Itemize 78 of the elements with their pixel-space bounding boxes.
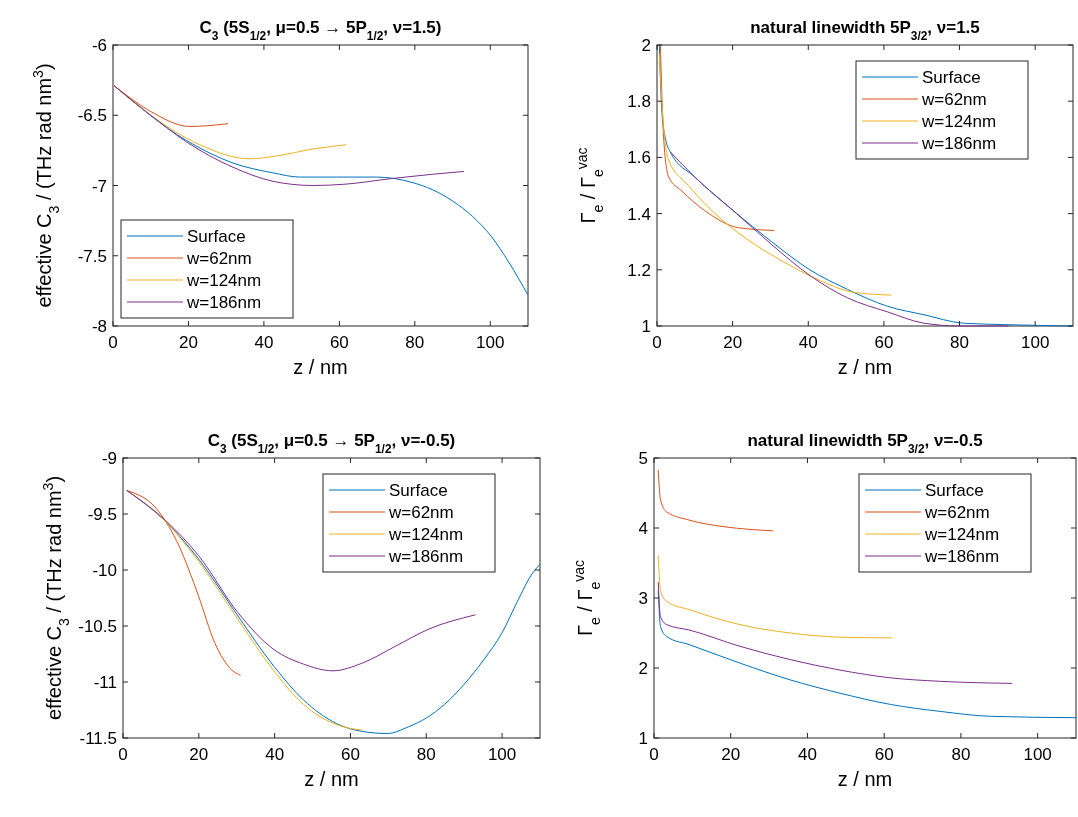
y-tick-label: -6 — [91, 36, 107, 55]
x-tick-label: 0 — [649, 745, 659, 764]
x-tick-label: 60 — [329, 333, 349, 352]
legend-label: w=62nm — [921, 90, 987, 109]
chart-title: C$_{3}$ (5S$_{1/2}$, μ=0.5 → 5P$_{1/2}$, ν=-0.5) — [207, 431, 456, 456]
chart-title: natural linewidth 5P$_{3/2}$, ν=1.5 — [750, 18, 980, 43]
y-tick-label: 3 — [638, 589, 648, 608]
x-axis-title: z / nm — [293, 356, 348, 378]
y-tick-label: 2 — [641, 36, 651, 55]
y-tick-label: 1.8 — [627, 92, 651, 112]
legend-label: w=186nm — [924, 547, 1000, 566]
line-series — [659, 44, 775, 231]
legend-label: w=186nm — [186, 293, 262, 312]
line-series — [113, 85, 465, 186]
x-tick-label: 40 — [265, 745, 285, 764]
legend-label: w=186nm — [388, 547, 464, 566]
chart-title: C$_{3}$ (5S$_{1/2}$, μ=0.5 → 5P$_{1/2}$, ν=1.5) — [199, 18, 442, 43]
x-tick-label: 80 — [405, 333, 425, 352]
line-series — [657, 469, 774, 532]
y-tick-label: 1.4 — [627, 204, 651, 224]
y-tick-label: -10 — [92, 561, 117, 580]
y-tick-label: -11.5 — [79, 729, 117, 748]
legend-label: w=62nm — [186, 249, 252, 268]
x-tick-label: 20 — [178, 333, 198, 352]
legend-label: Surface — [187, 227, 246, 246]
y-tick-label: -8 — [91, 317, 107, 336]
y-tick-label: -9.5 — [87, 505, 117, 524]
x-tick-label: 80 — [416, 745, 436, 764]
x-tick-label: 20 — [723, 333, 743, 352]
y-tick-label: 5 — [638, 449, 648, 468]
x-tick-label: 40 — [254, 333, 274, 352]
y-tick-label: -7 — [91, 176, 107, 196]
line-series — [126, 489, 242, 676]
x-tick-label: 20 — [189, 745, 209, 764]
x-axis-title: z / nm — [837, 768, 893, 790]
y-tick-label: -11 — [93, 673, 117, 692]
legend-label: Surface — [925, 481, 984, 500]
x-tick-label: 60 — [874, 745, 894, 764]
x-axis-title: z / nm — [304, 768, 359, 790]
x-tick-label: 100 — [1023, 745, 1052, 764]
x-tick-label: 100 — [487, 745, 517, 764]
legend-label: w=62nm — [924, 503, 990, 522]
x-tick-label: 0 — [118, 745, 128, 764]
legend-label: Surface — [389, 481, 448, 500]
y-tick-label: -6.5 — [77, 106, 107, 126]
chart-title: natural linewidth 5P$_{3/2}$, ν=-0.5 — [747, 431, 983, 456]
x-tick-label: 0 — [652, 333, 662, 352]
x-tick-label: 40 — [797, 745, 817, 764]
x-tick-label: 80 — [951, 745, 971, 764]
y-tick-label: 1 — [641, 317, 651, 336]
y-tick-label: -10.5 — [78, 617, 117, 636]
x-tick-label: 100 — [476, 333, 505, 352]
line-series — [658, 52, 892, 296]
y-tick-label: -9 — [101, 449, 117, 468]
legend-label: Surface — [922, 68, 981, 87]
x-tick-label: 20 — [721, 745, 741, 764]
legend-label: w=124nm — [186, 271, 262, 290]
legend-label: w=124nm — [388, 525, 464, 544]
line-series — [669, 151, 1010, 327]
x-tick-label: 100 — [1020, 333, 1050, 352]
x-axis-title: z / nm — [837, 356, 893, 378]
x-tick-label: 60 — [874, 333, 894, 352]
y-tick-label: 4 — [638, 519, 648, 538]
line-series — [657, 554, 893, 639]
x-tick-label: 60 — [340, 745, 360, 764]
legend-label: w=186nm — [921, 134, 997, 153]
y-tick-label: -7.5 — [77, 246, 107, 266]
y-tick-label: 1 — [638, 729, 648, 748]
legend-label: w=124nm — [921, 112, 997, 131]
y-tick-label: 1.6 — [627, 148, 651, 168]
x-tick-label: 40 — [798, 333, 818, 352]
legend-label: w=62nm — [388, 503, 454, 522]
x-tick-label: 80 — [950, 333, 970, 352]
line-series — [657, 581, 1013, 684]
legend-label: w=124nm — [924, 525, 1000, 544]
x-tick-label: 0 — [108, 333, 118, 352]
y-tick-label: 2 — [638, 659, 648, 678]
y-tick-label: 1.2 — [627, 260, 651, 280]
